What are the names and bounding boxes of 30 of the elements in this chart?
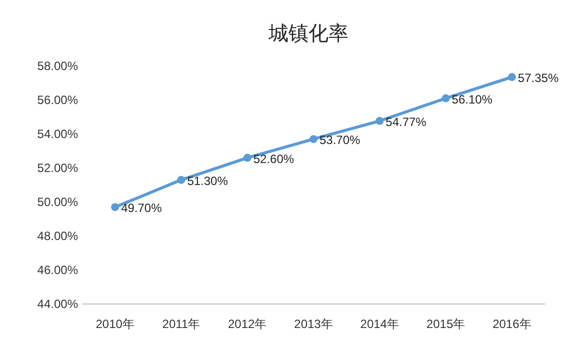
y-tick-label: 56.00% (37, 93, 78, 107)
data-label: 52.60% (253, 152, 294, 166)
point (177, 176, 186, 184)
y-tick-label: 54.00% (37, 127, 78, 141)
y-tick-label: 52.00% (37, 161, 78, 175)
point (111, 203, 120, 212)
y-tick-label: 58.00% (37, 59, 78, 73)
y-tick-label: 44.00% (37, 297, 78, 311)
y-tick-label: 48.00% (37, 229, 78, 243)
x-tick-label: 2013年 (294, 317, 333, 331)
chart-title: 城镇化率 (268, 23, 348, 45)
point (508, 73, 516, 82)
data-label: 53.70% (320, 133, 361, 148)
data-label: 51.30% (187, 174, 228, 188)
data-label: 54.77% (386, 114, 427, 129)
point (243, 154, 252, 162)
x-tick-label: 2015年 (426, 317, 466, 331)
data-label: 56.10% (452, 92, 493, 106)
x-tick-label: 2011年 (162, 317, 200, 331)
x-tick-label: 2012年 (228, 317, 267, 331)
data-label: 49.70% (121, 201, 162, 216)
point (376, 116, 384, 125)
point (310, 135, 318, 144)
x-tick-label: 2010年 (96, 317, 134, 331)
data-label: 57.35% (518, 71, 559, 86)
point (442, 94, 450, 102)
x-tick-label: 2014年 (360, 317, 399, 331)
y-tick-label: 46.00% (37, 263, 78, 277)
x-tick-label: 2016年 (492, 317, 532, 331)
y-tick-label: 50.00% (37, 195, 78, 209)
